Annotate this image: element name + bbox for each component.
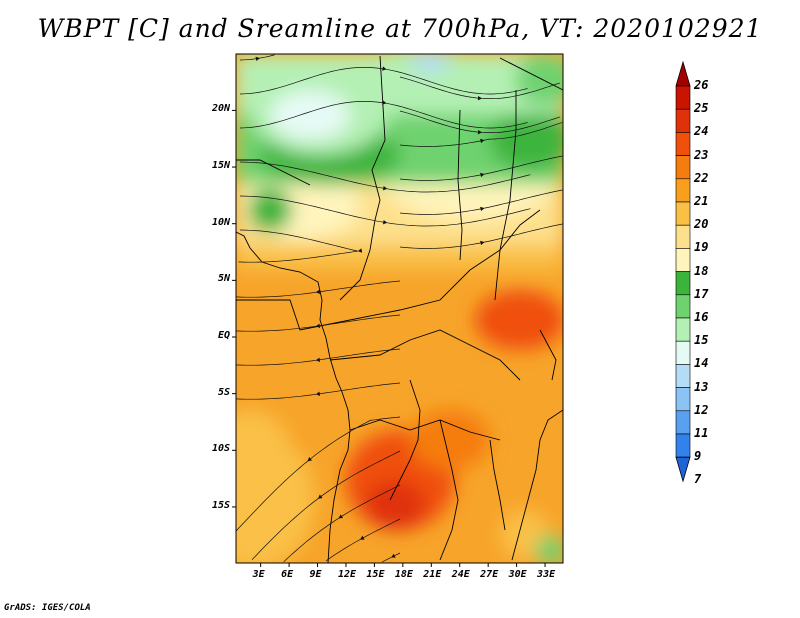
colorbar-level-label: 24 bbox=[694, 124, 709, 139]
colorbar-level-label: 13 bbox=[694, 379, 709, 394]
colorbar-swatch bbox=[675, 224, 691, 249]
latitude-label: 20N bbox=[211, 103, 230, 115]
colorbar-swatch bbox=[675, 294, 691, 319]
colorbar-swatch bbox=[675, 155, 691, 180]
axis-ticks bbox=[232, 109, 546, 567]
colorbar-swatch bbox=[675, 85, 691, 110]
colorbar-swatch bbox=[675, 410, 691, 435]
colorbar-swatch bbox=[675, 248, 691, 272]
colorbar-level-label: 17 bbox=[694, 286, 709, 301]
colorbar-swatch bbox=[675, 340, 691, 365]
colorbar-level-label: 23 bbox=[694, 147, 709, 162]
coastlines-borders bbox=[236, 55, 563, 563]
colorbar-level-label: 20 bbox=[694, 217, 709, 232]
colorbar-swatch bbox=[675, 271, 691, 296]
longitude-label: 24E bbox=[451, 569, 470, 580]
streamlines bbox=[236, 54, 563, 563]
longitude-label: 27E bbox=[480, 569, 499, 580]
colorbar-level-label: 21 bbox=[694, 194, 709, 208]
longitude-label: 33E bbox=[537, 569, 556, 580]
longitude-label: 3E bbox=[252, 569, 265, 580]
grads-credit: GrADS: IGES/COLA bbox=[4, 603, 91, 613]
colorbar-level-label: 15 bbox=[694, 333, 709, 348]
colorbar-swatch bbox=[675, 178, 691, 203]
colorbar-level-label: 12 bbox=[694, 402, 709, 417]
colorbar-swatch-bottom bbox=[675, 456, 691, 483]
colorbar-level-label: 16 bbox=[694, 310, 709, 324]
latitude-label: 15S bbox=[211, 499, 230, 511]
latitude-label: 10N bbox=[211, 216, 230, 228]
colorbar-level-label: 25 bbox=[694, 101, 709, 116]
longitude-label: 15E bbox=[366, 569, 385, 580]
colorbar-level-label: 14 bbox=[694, 356, 709, 371]
colorbar-level-label: 18 bbox=[694, 263, 709, 278]
latitude-label: EQ bbox=[217, 330, 230, 341]
colorbar-level-label: 22 bbox=[694, 170, 709, 185]
longitude-label: 12E bbox=[337, 569, 357, 580]
latitude-label: 5S bbox=[217, 386, 230, 398]
colorbar-swatch bbox=[675, 387, 691, 412]
colorbar-swatch bbox=[675, 317, 691, 342]
colorbar-swatch bbox=[675, 433, 691, 458]
latitude-label: 15N bbox=[211, 160, 230, 172]
colorbar-level-label: 7 bbox=[694, 472, 702, 487]
longitude-label: 30E bbox=[508, 569, 527, 580]
chart-title: WBPT [C] and Sreamline at 700hPa, VT: 20… bbox=[37, 14, 763, 43]
colorbar-level-label: 26 bbox=[694, 78, 709, 92]
map-frame bbox=[235, 53, 564, 564]
longitude-label: 9E bbox=[309, 569, 322, 580]
colorbar-swatch bbox=[675, 201, 691, 226]
colorbar-level-label: 11 bbox=[694, 426, 709, 440]
colorbar-swatch bbox=[675, 364, 691, 388]
colorbar bbox=[675, 60, 691, 483]
colorbar-swatch-top bbox=[675, 60, 691, 87]
colorbar-swatch bbox=[675, 108, 691, 133]
latitude-label: 10S bbox=[211, 443, 230, 455]
longitude-label: 18E bbox=[394, 569, 413, 580]
colorbar-level-label: 9 bbox=[694, 449, 702, 464]
latitude-label: 5N bbox=[217, 273, 230, 285]
colorbar-level-label: 19 bbox=[694, 240, 709, 255]
longitude-label: 6E bbox=[281, 569, 294, 580]
colorbar-swatch bbox=[675, 132, 691, 156]
longitude-label: 21E bbox=[423, 569, 442, 580]
